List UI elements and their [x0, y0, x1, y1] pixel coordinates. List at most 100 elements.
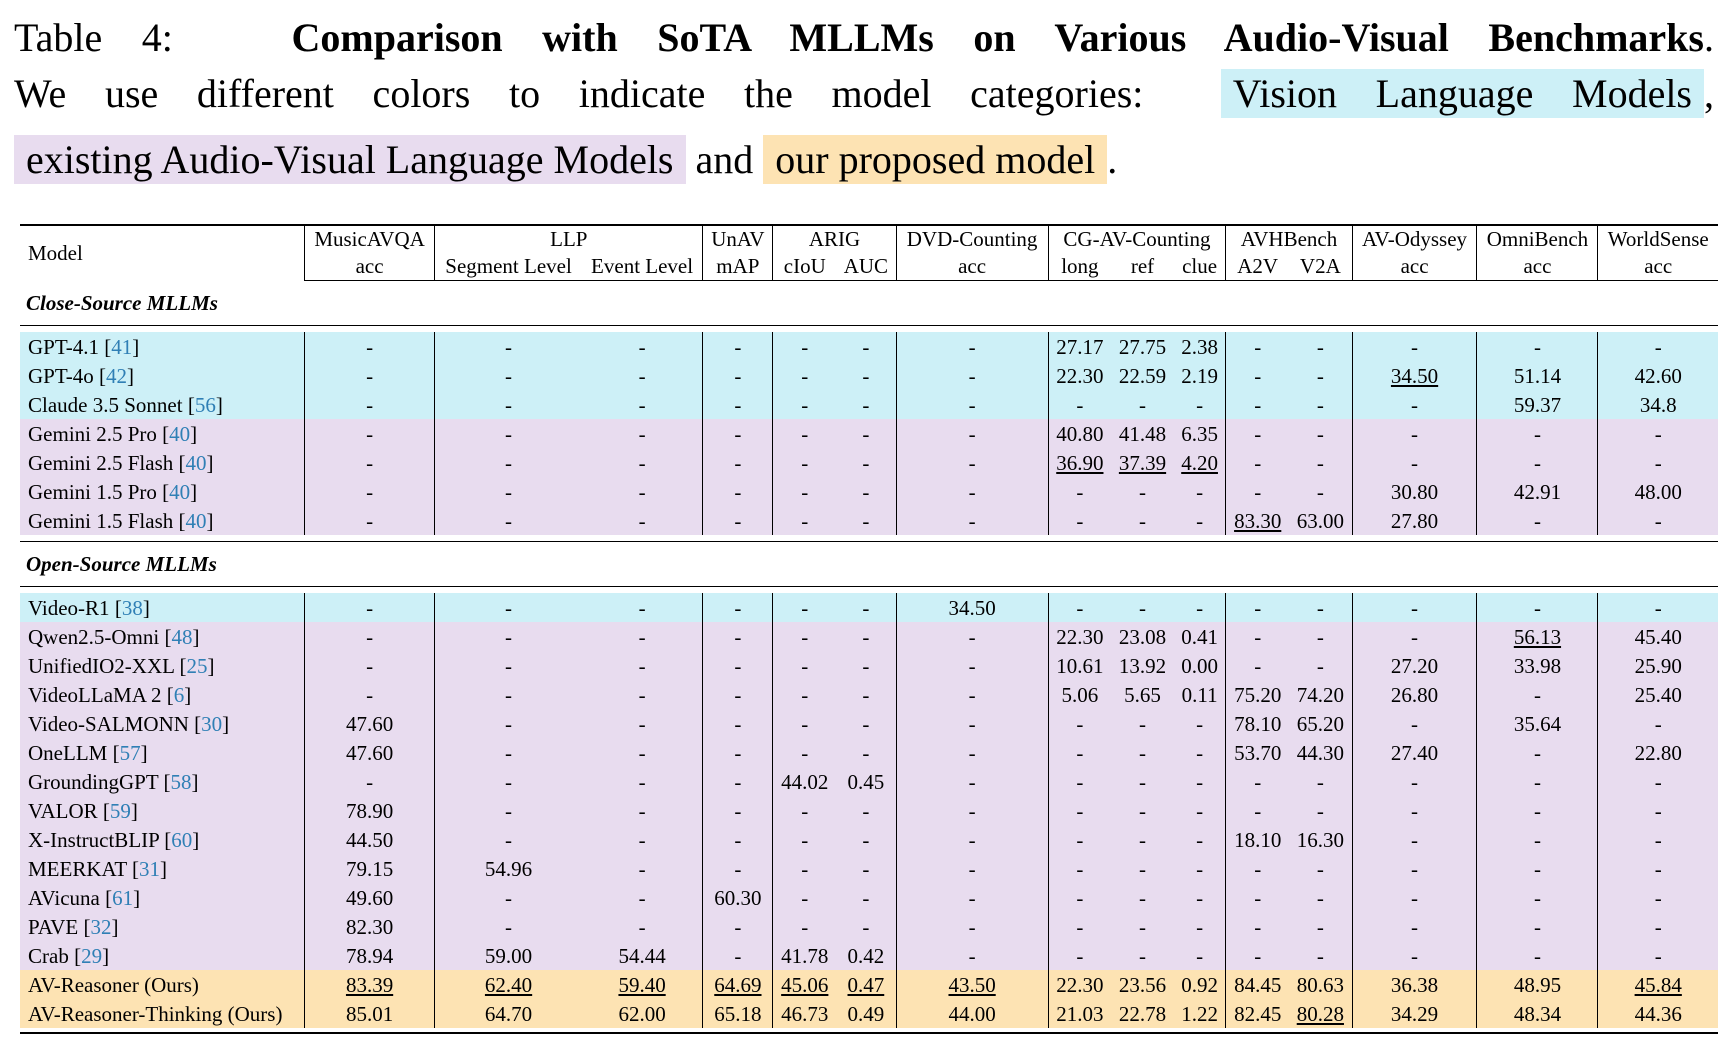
- table-cell: -: [702, 825, 773, 854]
- citation-link[interactable]: 25: [186, 653, 208, 678]
- citation-link[interactable]: 31: [139, 856, 161, 881]
- table-cell: 21.03: [1047, 999, 1112, 1028]
- table-cell: -: [1047, 912, 1112, 941]
- table-cell: -: [1225, 796, 1290, 825]
- model-name: GroundingGPT [58]: [20, 767, 305, 796]
- citation-link[interactable]: 56: [194, 392, 216, 417]
- citation-link[interactable]: 42: [106, 363, 127, 388]
- table-cell: -: [895, 709, 1049, 738]
- table-cell: -: [434, 796, 582, 825]
- table-cell: -: [772, 796, 837, 825]
- table-cell: 65.20: [1289, 709, 1353, 738]
- table-cell: -: [1111, 593, 1174, 622]
- table-cell: -: [895, 448, 1049, 477]
- model-name: AVicuna [61]: [20, 883, 305, 912]
- citation-link[interactable]: 61: [112, 885, 134, 910]
- table-cell: -: [836, 506, 897, 535]
- table-cell: -: [434, 622, 582, 651]
- citation-link[interactable]: 40: [169, 421, 191, 446]
- table-cell: 0.92: [1173, 970, 1226, 999]
- table-cell: 34.8: [1597, 390, 1718, 419]
- table-cell: -: [1476, 796, 1598, 825]
- table-cell: 80.28: [1289, 999, 1353, 1028]
- citation-link[interactable]: 48: [171, 624, 193, 649]
- table-cell: -: [1047, 767, 1112, 796]
- table-cell: -: [702, 361, 773, 390]
- table-cell: -: [1173, 477, 1226, 506]
- table-cell: -: [702, 680, 773, 709]
- results-table: Model MusicAVQA LLP UnAV ARIG DVD-Counti…: [20, 224, 1718, 1034]
- table-cell: -: [1476, 680, 1598, 709]
- citation-link[interactable]: 40: [169, 479, 191, 504]
- table-row: Video-R1 [38] - - - - - -34.50- - - - - - - -: [20, 593, 1718, 622]
- table-cell: 48.00: [1597, 477, 1718, 506]
- table-cell: 0.49: [836, 999, 897, 1028]
- table-cell: -: [1111, 709, 1174, 738]
- table-cell: -: [581, 854, 703, 883]
- table-cell: -: [836, 796, 897, 825]
- citation-link[interactable]: 58: [170, 769, 192, 794]
- table-cell: -: [895, 390, 1049, 419]
- table-cell: -: [303, 390, 435, 419]
- table-cell: 78.90: [303, 796, 435, 825]
- table-cell: -: [1597, 506, 1718, 535]
- citation-link[interactable]: 32: [90, 914, 112, 939]
- model-name: AV-Reasoner (Ours): [20, 970, 305, 999]
- table-cell: -: [434, 390, 582, 419]
- table-cell: -: [1476, 506, 1598, 535]
- table-cell: -: [836, 680, 897, 709]
- table-cell: 27.75: [1111, 332, 1174, 361]
- table-row: AV-Reasoner-Thinking (Ours) 85.01 64.70 62.…: [20, 999, 1718, 1028]
- header-arig: ARIG: [772, 225, 897, 253]
- table-cell: -: [895, 622, 1049, 651]
- table-cell: -: [1047, 593, 1112, 622]
- citation-link[interactable]: 60: [171, 827, 193, 852]
- table-cell: -: [836, 883, 897, 912]
- table-cell: 23.56: [1111, 970, 1174, 999]
- table-cell: 0.41: [1173, 622, 1226, 651]
- citation-link[interactable]: 59: [109, 798, 131, 823]
- table-cell: -: [836, 390, 897, 419]
- citation-link[interactable]: 30: [201, 711, 223, 736]
- table-cell: 5.06: [1047, 680, 1112, 709]
- table-cell: 62.40: [434, 970, 582, 999]
- table-cell: -: [1351, 854, 1477, 883]
- table-cell: -: [1351, 390, 1477, 419]
- table-cell: 34.50: [1351, 361, 1477, 390]
- table-cell: -: [581, 883, 703, 912]
- table-cell: 6.35: [1173, 419, 1226, 448]
- table-cell: 41.48: [1111, 419, 1174, 448]
- table-cell: 34.29: [1351, 999, 1477, 1028]
- citation-link[interactable]: 57: [119, 740, 141, 765]
- table-cell: -: [434, 883, 582, 912]
- table-cell: -: [1289, 767, 1353, 796]
- table-cell: -: [1111, 796, 1174, 825]
- table-cell: -: [1289, 593, 1353, 622]
- model-name: Claude 3.5 Sonnet [56]: [20, 390, 305, 419]
- table-cell: -: [434, 419, 582, 448]
- header-metric: Segment Level: [434, 253, 582, 281]
- citation-link[interactable]: 6: [173, 682, 185, 707]
- header-metric: cIoU: [772, 253, 837, 281]
- table-row: VideoLLaMA 2 [6] - - - - - - -5.06 5.65 0.11 75.20…: [20, 680, 1718, 709]
- citation-link[interactable]: 38: [121, 595, 143, 620]
- citation-link[interactable]: 40: [185, 450, 207, 475]
- table-cell: 48.95: [1476, 970, 1598, 999]
- table-cell: 78.94: [303, 941, 435, 970]
- table-row: Gemini 2.5 Pro [40] - - - - - - -40.80 41.48 6.35…: [20, 419, 1718, 448]
- citation-link[interactable]: 41: [111, 334, 133, 359]
- table-cell: 25.40: [1597, 680, 1718, 709]
- model-name: GPT-4.1 [41]: [20, 332, 305, 361]
- citation-link[interactable]: 29: [81, 943, 103, 968]
- header-musicavqa: MusicAVQA: [303, 225, 435, 253]
- table-cell: -: [836, 332, 897, 361]
- table-cell: -: [1289, 883, 1353, 912]
- table-cell: -: [895, 361, 1049, 390]
- citation-link[interactable]: 40: [185, 508, 207, 533]
- table-cell: -: [1476, 912, 1598, 941]
- table-cell: 18.10: [1225, 825, 1290, 854]
- table-cell: 54.96: [434, 854, 582, 883]
- table-cell: 0.47: [836, 970, 897, 999]
- table-cell: -: [1289, 390, 1353, 419]
- table-row: Qwen2.5-Omni [48] - - - - - - -22.30 23.08 0.41- -…: [20, 622, 1718, 651]
